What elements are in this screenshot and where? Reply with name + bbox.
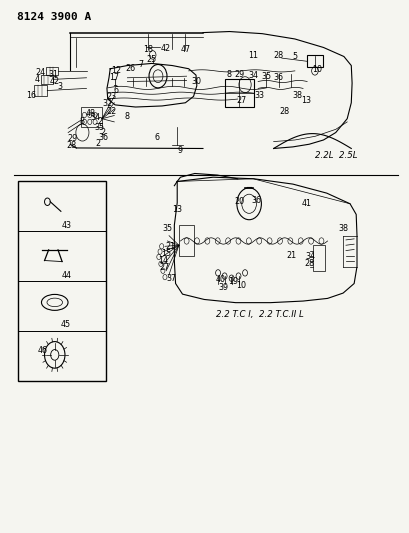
Bar [18, 181, 106, 381]
Text: 35: 35 [261, 71, 271, 80]
Text: 32: 32 [102, 99, 112, 108]
Text: 29: 29 [67, 134, 77, 143]
Text: 22: 22 [106, 107, 117, 116]
Text: 38: 38 [291, 91, 301, 100]
Text: 40: 40 [215, 275, 225, 284]
Text: 15: 15 [161, 249, 171, 258]
Text: 37: 37 [166, 273, 176, 282]
Text: 42: 42 [161, 44, 171, 53]
Text: 46: 46 [37, 346, 47, 356]
Text: 2: 2 [97, 117, 102, 126]
Text: 21: 21 [286, 252, 296, 260]
Text: 2.2L  2.5L: 2.2L 2.5L [314, 151, 356, 160]
Text: 30: 30 [191, 77, 200, 86]
Text: 48: 48 [85, 109, 95, 118]
Text: 47: 47 [180, 45, 191, 54]
Text: 2.2 T.C I,  2.2 T.C.II L: 2.2 T.C I, 2.2 T.C.II L [216, 310, 303, 319]
Text: 28: 28 [279, 107, 289, 116]
Text: 31: 31 [48, 70, 58, 78]
Bar [46, 67, 58, 75]
Text: 11: 11 [247, 52, 258, 60]
Text: 28: 28 [303, 260, 313, 268]
Text: 17: 17 [109, 72, 119, 82]
Text: 34: 34 [90, 113, 100, 122]
Text: 18: 18 [143, 45, 153, 54]
Text: 7: 7 [137, 60, 143, 69]
Text: 19: 19 [227, 277, 237, 286]
Text: 35: 35 [94, 123, 104, 132]
Text: 6: 6 [113, 85, 118, 94]
Text: 16: 16 [26, 91, 36, 100]
Text: 13: 13 [172, 205, 182, 214]
Text: 26: 26 [125, 64, 135, 73]
Text: 28: 28 [273, 52, 283, 60]
Text: 14: 14 [158, 256, 168, 264]
Text: 13: 13 [301, 96, 310, 105]
Text: 8124 3900 A: 8124 3900 A [17, 12, 91, 22]
Text: 35: 35 [162, 224, 172, 233]
Text: 20: 20 [234, 197, 244, 206]
Text: 41: 41 [301, 199, 310, 208]
Text: 29: 29 [234, 70, 244, 78]
Text: 44: 44 [61, 271, 71, 280]
Text: 21: 21 [165, 242, 175, 251]
Text: 24: 24 [36, 68, 46, 77]
Bar [178, 225, 194, 256]
Text: 8: 8 [79, 117, 84, 126]
Bar [40, 75, 53, 84]
Bar [34, 85, 47, 96]
Text: 4: 4 [34, 75, 39, 84]
Text: 38: 38 [337, 224, 347, 233]
Text: 25: 25 [146, 55, 157, 63]
Text: 27: 27 [236, 96, 246, 105]
Text: 1: 1 [112, 79, 117, 88]
Bar [312, 245, 324, 271]
Text: 2: 2 [95, 139, 100, 148]
Text: 5: 5 [292, 52, 297, 61]
Text: 3: 3 [57, 82, 62, 91]
Text: 45: 45 [61, 320, 71, 329]
Text: 33: 33 [253, 91, 263, 100]
Bar [81, 107, 102, 127]
Text: 34: 34 [247, 70, 258, 79]
Text: 12: 12 [110, 67, 121, 75]
Text: 10: 10 [312, 66, 321, 74]
Text: 42: 42 [49, 77, 60, 86]
Text: 27: 27 [160, 263, 170, 272]
Text: 8: 8 [124, 112, 129, 121]
Text: 6: 6 [154, 133, 159, 142]
Text: 10: 10 [236, 280, 245, 289]
Text: 28: 28 [66, 141, 76, 150]
Text: 36: 36 [250, 196, 261, 205]
Text: 39: 39 [218, 283, 228, 292]
Text: 2: 2 [100, 128, 105, 137]
Text: 34: 34 [305, 253, 315, 261]
Text: 9: 9 [177, 146, 182, 155]
Text: 8: 8 [226, 70, 231, 78]
Text: 36: 36 [273, 72, 283, 82]
Bar [306, 55, 322, 67]
Text: 36: 36 [99, 133, 108, 142]
Text: 43: 43 [61, 221, 71, 230]
Bar [224, 79, 254, 107]
Text: 23: 23 [106, 92, 117, 101]
